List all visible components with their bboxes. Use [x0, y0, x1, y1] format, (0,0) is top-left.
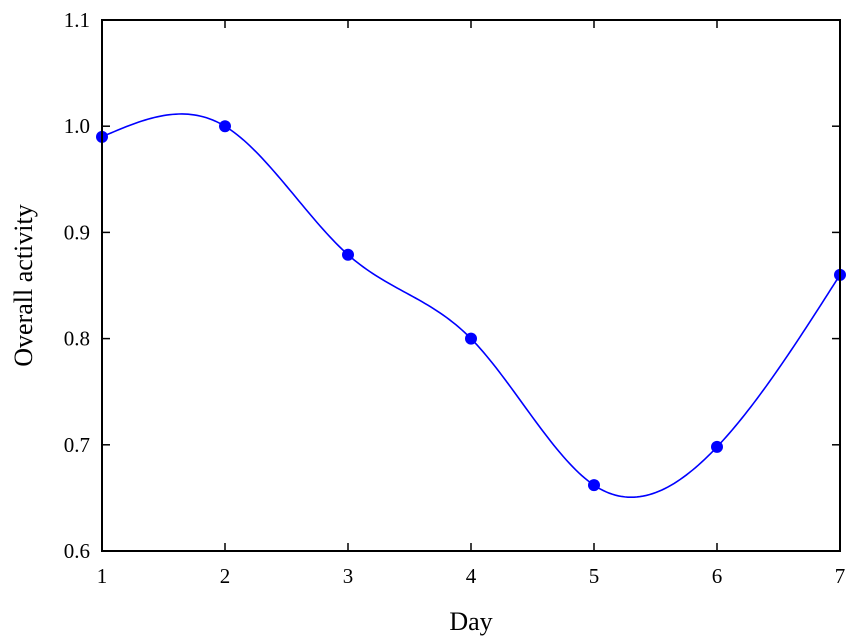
- y-tick-label: 1.0: [64, 114, 90, 138]
- x-tick-label: 1: [97, 564, 108, 588]
- y-tick-label: 0.8: [64, 327, 90, 351]
- tick-labels: 1 2 3 4 5 6 7 0.6 0.7 0.8 0.9 1.0 1.1: [64, 8, 846, 588]
- x-tick-label: 5: [589, 564, 600, 588]
- x-tick-label: 7: [835, 564, 846, 588]
- axis-ticks: [101, 19, 841, 552]
- data-point: [219, 120, 231, 133]
- data-points: [96, 120, 846, 492]
- data-point: [588, 479, 600, 492]
- data-point: [342, 248, 354, 261]
- y-axis-label: Overall activity: [9, 204, 38, 366]
- x-tick-label: 2: [220, 564, 231, 588]
- y-tick-label: 0.6: [64, 539, 90, 563]
- plot-frame: [101, 19, 841, 552]
- x-axis-label: Day: [449, 607, 492, 636]
- data-point: [711, 440, 723, 453]
- data-point: [465, 332, 477, 345]
- x-tick-label: 6: [712, 564, 723, 588]
- y-tick-label: 0.7: [64, 433, 90, 457]
- x-tick-label: 3: [343, 564, 354, 588]
- y-tick-label: 0.9: [64, 220, 90, 244]
- x-tick-label: 4: [466, 564, 477, 588]
- y-tick-label: 1.1: [64, 8, 90, 32]
- series-curve: [101, 113, 841, 499]
